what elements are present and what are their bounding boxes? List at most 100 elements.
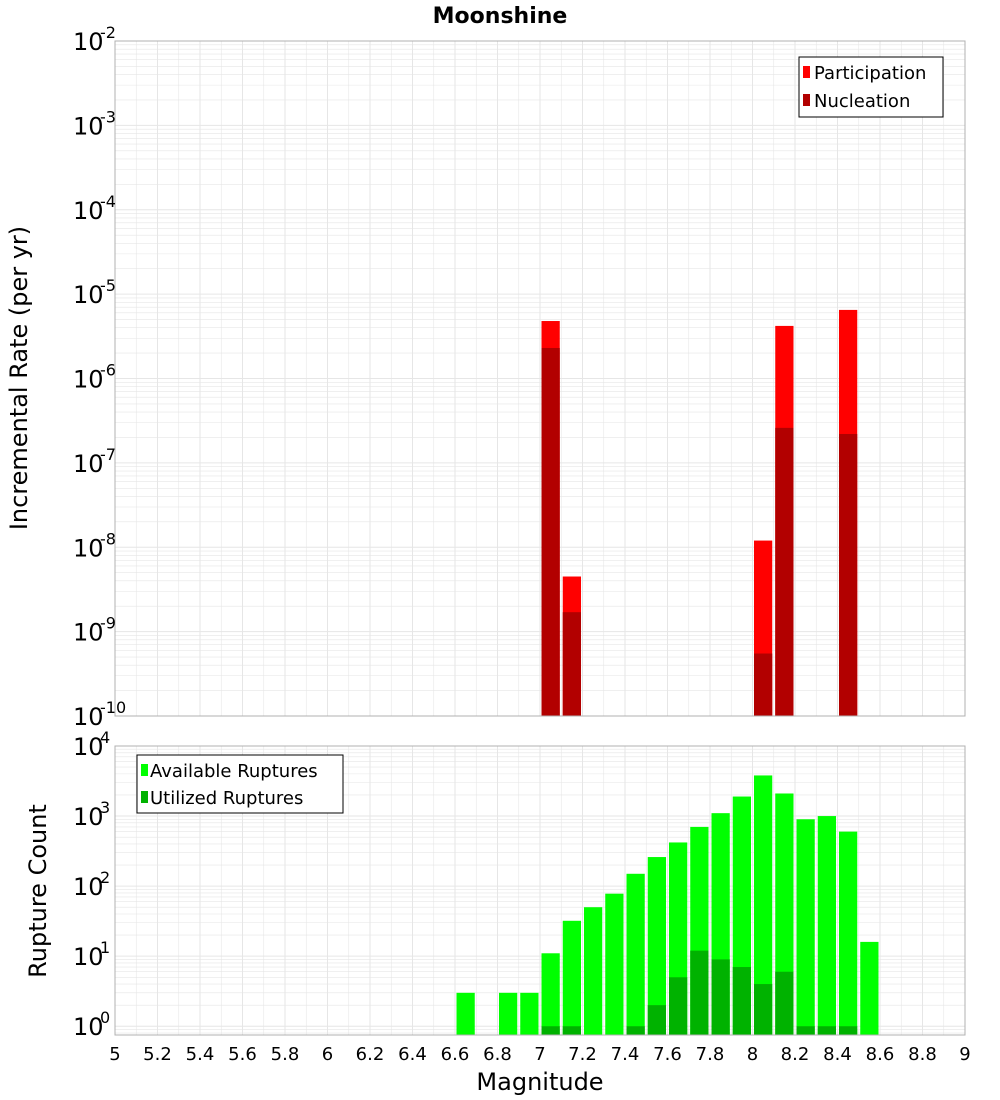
x-tick-labels: 5 5.2 5.4 5.6 5.8 6 6.2 6.4 6.6 6.8 7 7.2 7.4 7.6 7.8 8… xyxy=(109,1044,970,1065)
y-tick-exponent: -10 xyxy=(100,698,126,717)
utilized-ruptures-bar xyxy=(839,1026,858,1035)
y-tick-label: 10 xyxy=(73,28,104,56)
utilized-ruptures-bar xyxy=(626,1026,645,1035)
count-bars xyxy=(456,775,879,1035)
y-tick-label: 10 xyxy=(73,873,104,901)
y-tick-label: 10 xyxy=(73,703,104,731)
utilized-ruptures-bar xyxy=(754,984,773,1035)
available-ruptures-bar xyxy=(456,992,475,1035)
nucleation-legend-label: Nucleation xyxy=(814,91,910,112)
utilized-ruptures-bar xyxy=(669,977,688,1035)
y-tick-label: 10 xyxy=(73,112,104,140)
x-tick-label: 8.8 xyxy=(908,1044,937,1065)
utilized-ruptures-bar xyxy=(775,971,794,1035)
y-tick-label: 10 xyxy=(73,733,104,761)
nucleation-bar xyxy=(562,612,581,716)
available-ruptures-bar xyxy=(839,831,858,1035)
count-y-axis-label: Rupture Count xyxy=(24,804,52,978)
utilized-legend-label: Utilized Ruptures xyxy=(150,788,303,809)
y-tick-exponent: -6 xyxy=(100,361,116,380)
x-tick-label: 5.8 xyxy=(271,1044,300,1065)
y-tick-label: 10 xyxy=(73,534,104,562)
available-legend-swatch xyxy=(141,764,148,776)
available-ruptures-bar xyxy=(499,992,518,1035)
x-tick-label: 6.6 xyxy=(441,1044,470,1065)
rate-bars xyxy=(541,309,858,716)
y-tick-label: 10 xyxy=(73,619,104,647)
available-ruptures-bar xyxy=(817,816,836,1035)
y-tick-label: 10 xyxy=(73,943,104,971)
available-ruptures-bar xyxy=(520,992,539,1035)
x-tick-label: 5 xyxy=(109,1044,120,1065)
x-tick-label: 9 xyxy=(959,1044,970,1065)
count-legend-box xyxy=(136,754,344,814)
x-tick-label: 7.6 xyxy=(653,1044,682,1065)
utilized-ruptures-bar xyxy=(562,1026,581,1035)
rate-legend: Participation Nucleation xyxy=(798,56,944,118)
utilized-ruptures-bar xyxy=(541,1026,560,1035)
y-tick-label: 10 xyxy=(73,450,104,478)
available-ruptures-bar xyxy=(796,819,815,1035)
chart-title: Moonshine xyxy=(433,4,568,29)
nucleation-bar xyxy=(839,433,858,716)
y-tick-exponent: -8 xyxy=(100,529,116,548)
x-tick-label: 8.4 xyxy=(823,1044,852,1065)
utilized-ruptures-bar xyxy=(817,1026,836,1035)
utilized-ruptures-bar xyxy=(732,967,751,1035)
rate-gridlines xyxy=(114,41,966,717)
y-tick-exponent: -5 xyxy=(100,276,116,295)
utilized-ruptures-bar xyxy=(796,1026,815,1035)
utilized-legend-swatch xyxy=(141,791,148,803)
y-tick-label: 10 xyxy=(73,366,104,394)
x-tick-label: 8.2 xyxy=(781,1044,810,1065)
x-axis-label: Magnitude xyxy=(476,1068,603,1096)
x-tick-label: 5.4 xyxy=(186,1044,215,1065)
utilized-ruptures-bar xyxy=(711,959,730,1035)
rate-plot-frame xyxy=(114,40,966,717)
nucleation-bar xyxy=(541,347,560,716)
nucleation-bar xyxy=(775,427,794,716)
x-tick-label: 7 xyxy=(534,1044,545,1065)
available-ruptures-bar xyxy=(626,873,645,1035)
x-tick-label: 7.2 xyxy=(568,1044,597,1065)
y-tick-exponent: 3 xyxy=(100,798,110,817)
y-tick-label: 10 xyxy=(73,197,104,225)
x-tick-label: 6.8 xyxy=(483,1044,512,1065)
y-tick-exponent: 2 xyxy=(100,868,110,887)
x-tick-label: 5.2 xyxy=(143,1044,172,1065)
participation-legend-label: Participation xyxy=(814,63,926,84)
participation-legend-swatch xyxy=(803,66,810,78)
utilized-ruptures-bar xyxy=(647,1005,666,1035)
y-tick-label: 10 xyxy=(73,1013,104,1041)
count-legend: Available Ruptures Utilized Ruptures xyxy=(136,754,344,814)
available-ruptures-bar xyxy=(562,920,581,1035)
nucleation-bar xyxy=(754,653,773,716)
available-legend-label: Available Ruptures xyxy=(150,761,318,782)
y-tick-exponent: 1 xyxy=(100,938,110,957)
x-tick-label: 5.6 xyxy=(228,1044,257,1065)
available-ruptures-bar xyxy=(541,953,560,1035)
x-tick-label: 6.2 xyxy=(356,1044,385,1065)
y-tick-exponent: -2 xyxy=(100,23,116,42)
rate-y-axis-label: Incremental Rate (per yr) xyxy=(5,226,33,530)
count-plot-frame xyxy=(114,745,966,1036)
nucleation-legend-swatch xyxy=(803,94,810,106)
available-ruptures-bar xyxy=(584,907,603,1035)
y-tick-exponent: 0 xyxy=(100,1008,110,1027)
available-ruptures-bar xyxy=(605,893,624,1035)
y-tick-exponent: -7 xyxy=(100,445,116,464)
x-tick-label: 8 xyxy=(747,1044,758,1065)
utilized-ruptures-bar xyxy=(690,950,709,1035)
available-ruptures-bar xyxy=(647,857,666,1035)
y-tick-exponent: -4 xyxy=(100,192,116,211)
rate-legend-box xyxy=(798,56,944,118)
x-tick-label: 6.4 xyxy=(398,1044,427,1065)
x-tick-label: 8.6 xyxy=(866,1044,895,1065)
available-ruptures-bar xyxy=(860,941,879,1035)
y-tick-exponent: 4 xyxy=(100,728,110,747)
